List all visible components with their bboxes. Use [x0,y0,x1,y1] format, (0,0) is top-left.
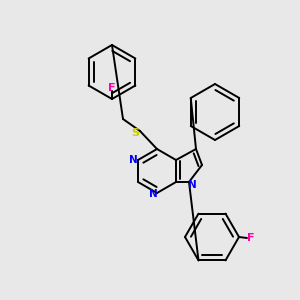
Text: F: F [247,233,255,243]
Text: N: N [129,155,137,165]
Text: F: F [108,83,116,93]
Text: S: S [131,128,139,138]
Text: N: N [188,180,196,190]
Text: N: N [148,189,158,199]
